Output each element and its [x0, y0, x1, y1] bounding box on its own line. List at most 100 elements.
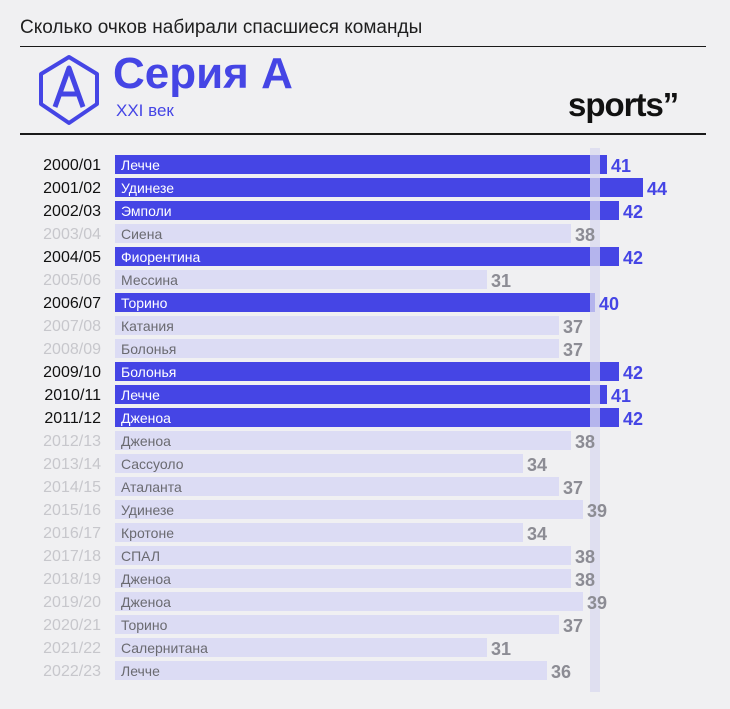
bar: [115, 178, 643, 197]
value-label: 41: [611, 386, 631, 406]
value-label: 44: [647, 179, 667, 199]
bar: [115, 500, 583, 519]
value-label: 42: [623, 248, 643, 268]
season-label: 2020/21: [43, 617, 101, 634]
bar: [115, 408, 619, 427]
team-label: Дженоа: [121, 433, 171, 449]
season-label: 2021/22: [43, 640, 101, 657]
value-label: 42: [623, 363, 643, 383]
bar: [115, 270, 487, 289]
season-label: 2005/06: [43, 272, 101, 289]
brand-mark: ’’: [662, 86, 679, 123]
season-label: 2009/10: [43, 364, 101, 381]
bar: [115, 661, 547, 680]
season-label: 2003/04: [43, 226, 101, 243]
bar: [115, 454, 523, 473]
value-label: 34: [527, 524, 547, 544]
period-subtitle: XXI век: [116, 101, 174, 120]
bar: [115, 431, 571, 450]
bar: [115, 247, 619, 266]
value-label: 41: [611, 156, 631, 176]
season-label: 2012/13: [43, 433, 101, 450]
bar: [115, 155, 607, 174]
season-label: 2011/12: [44, 410, 101, 427]
team-label: Болонья: [121, 364, 176, 380]
value-label: 38: [575, 432, 595, 452]
bar: [115, 615, 559, 634]
season-label: 2019/20: [43, 594, 101, 611]
chart-title: Сколько очков набирали спасшиеся команды: [20, 17, 423, 38]
team-label: Лечче: [121, 387, 160, 403]
value-label: 40: [599, 294, 619, 314]
team-label: Болонья: [121, 341, 176, 357]
value-label: 31: [491, 271, 511, 291]
team-label: Торино: [121, 295, 168, 311]
season-label: 2013/14: [43, 456, 101, 473]
season-label: 2004/05: [43, 249, 101, 266]
season-label: 2016/17: [43, 525, 101, 542]
value-label: 34: [527, 455, 547, 475]
team-label: Фиорентина: [121, 249, 201, 265]
team-label: Аталанта: [121, 479, 182, 495]
value-label: 37: [563, 616, 583, 636]
team-label: Сиена: [121, 226, 162, 242]
value-label: 38: [575, 225, 595, 245]
bar: [115, 316, 559, 335]
header-divider: [20, 133, 706, 135]
value-label: 37: [563, 317, 583, 337]
team-label: Кротоне: [121, 525, 174, 541]
reference-line: [590, 148, 600, 692]
team-label: Сассуоло: [121, 456, 184, 472]
bar: [115, 638, 487, 657]
bar: [115, 546, 571, 565]
top-divider: [20, 46, 706, 47]
bar: [115, 523, 523, 542]
bar: [115, 201, 619, 220]
team-label: Дженоа: [121, 410, 171, 426]
value-label: 42: [623, 409, 643, 429]
value-label: 39: [587, 501, 607, 521]
value-label: 38: [575, 570, 595, 590]
value-label: 36: [551, 662, 571, 682]
team-label: Лечче: [121, 157, 160, 173]
value-label: 37: [563, 340, 583, 360]
bar: [115, 362, 619, 381]
season-label: 2008/09: [43, 341, 101, 358]
team-label: Дженоа: [121, 571, 171, 587]
season-label: 2017/18: [43, 548, 101, 565]
season-label: 2018/19: [43, 571, 101, 588]
bar: [115, 569, 571, 588]
team-label: Лечче: [121, 663, 160, 679]
brand-text: sports: [568, 86, 664, 123]
bar: [115, 592, 583, 611]
value-label: 31: [491, 639, 511, 659]
season-label: 2007/08: [43, 318, 101, 335]
season-label: 2001/02: [43, 180, 101, 197]
bar: [115, 477, 559, 496]
season-label: 2014/15: [43, 479, 101, 496]
league-name: Серия А: [113, 49, 293, 98]
team-label: Мессина: [121, 272, 178, 288]
value-label: 42: [623, 202, 643, 222]
bar: [115, 293, 595, 312]
team-label: Эмполи: [121, 203, 172, 219]
serie-a-logo-icon: [39, 55, 99, 125]
season-label: 2002/03: [43, 203, 101, 220]
team-label: Дженоа: [121, 594, 171, 610]
team-label: Катания: [121, 318, 174, 334]
season-label: 2022/23: [43, 663, 101, 680]
season-label: 2006/07: [43, 295, 101, 312]
value-label: 37: [563, 478, 583, 498]
bar: [115, 339, 559, 358]
team-label: Салернитана: [121, 640, 208, 656]
season-label: 2015/16: [43, 502, 101, 519]
season-label: 2000/01: [43, 157, 101, 174]
bar: [115, 385, 607, 404]
team-label: Удинезе: [121, 180, 174, 196]
team-label: Торино: [121, 617, 168, 633]
bar: [115, 224, 571, 243]
team-label: СПАЛ: [121, 548, 160, 564]
season-label: 2010/11: [44, 387, 101, 404]
value-label: 38: [575, 547, 595, 567]
